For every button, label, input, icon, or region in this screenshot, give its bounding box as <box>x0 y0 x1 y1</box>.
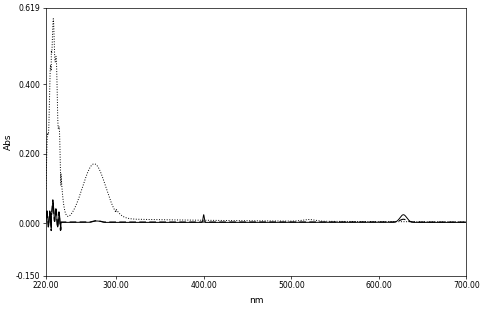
WPI <box>455 220 461 224</box>
AWM <box>464 221 469 224</box>
AWM <box>410 220 416 224</box>
MPA <box>455 220 461 224</box>
WPI <box>48 229 54 232</box>
AWM <box>223 221 228 224</box>
Y-axis label: Abs: Abs <box>4 133 13 150</box>
AWM <box>43 220 49 224</box>
WPI <box>205 220 211 224</box>
AWM <box>58 228 63 231</box>
MPA <box>464 220 469 224</box>
Line: WPI: WPI <box>46 200 467 231</box>
Line: AWM: AWM <box>46 202 467 230</box>
X-axis label: nm: nm <box>249 296 263 305</box>
WPI <box>223 220 228 224</box>
MPA <box>50 17 56 21</box>
AWM <box>116 221 122 224</box>
MPA <box>223 219 228 222</box>
AWM <box>455 221 461 224</box>
WPI <box>464 220 469 224</box>
WPI <box>116 220 122 224</box>
MPA <box>410 220 416 224</box>
MPA <box>116 211 122 215</box>
MPA <box>91 162 97 166</box>
AWM <box>205 221 211 224</box>
WPI <box>410 220 416 224</box>
AWM <box>50 201 56 204</box>
MPA <box>204 218 210 222</box>
AWM <box>91 219 97 223</box>
WPI <box>91 219 97 223</box>
MPA <box>43 187 49 191</box>
WPI <box>50 198 56 202</box>
WPI <box>43 217 49 220</box>
Line: MPA: MPA <box>46 19 467 222</box>
